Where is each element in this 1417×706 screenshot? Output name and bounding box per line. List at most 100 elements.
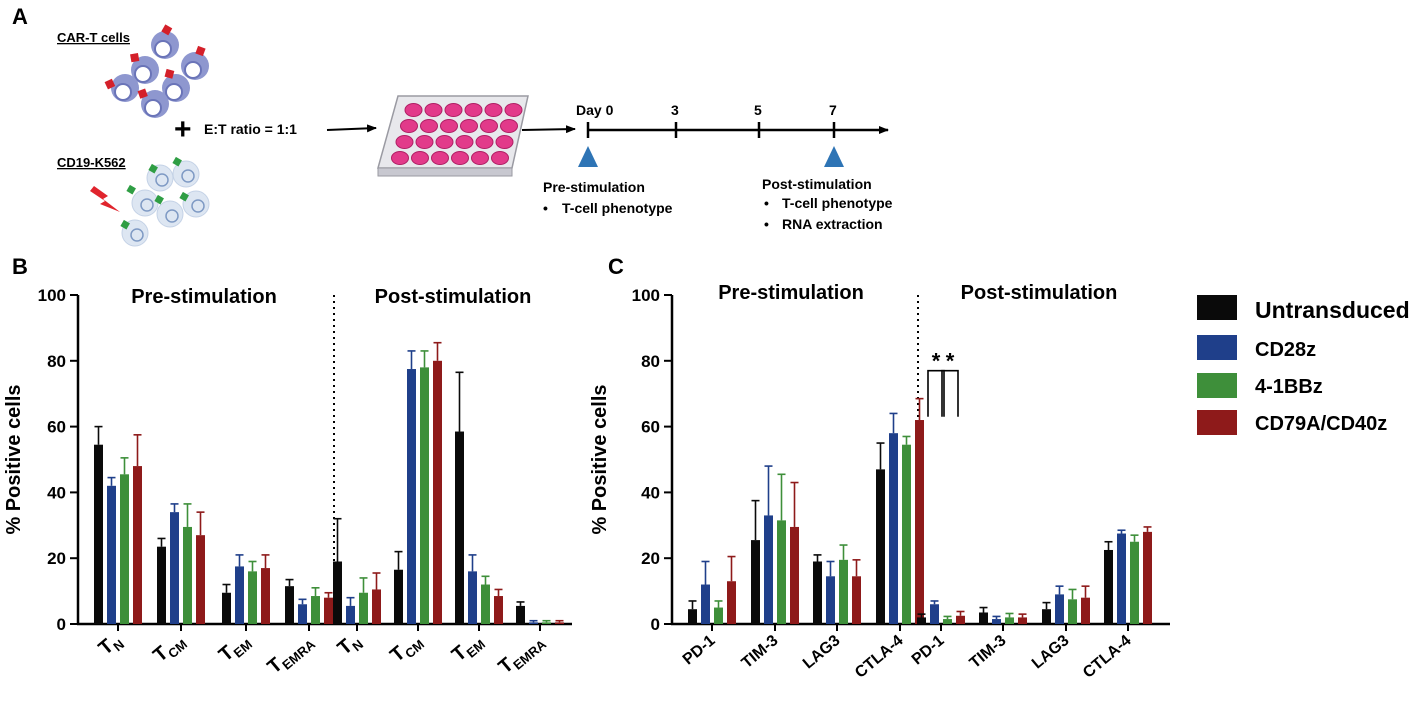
bar-cd79a-cd40z	[956, 615, 965, 624]
panel-c-label: C	[608, 254, 624, 279]
post-stim-bullet-1: •	[764, 195, 769, 211]
x-tick-label: TEMRA	[494, 629, 549, 681]
bar-cd28z	[235, 566, 244, 624]
y-tick-label: 40	[47, 483, 66, 502]
car-t-cells-icon	[104, 24, 209, 118]
bar-4-1bbz	[183, 526, 192, 624]
plate-well	[400, 119, 418, 133]
plate-well	[475, 135, 494, 149]
bar-cd28z	[930, 604, 939, 624]
chart-c: 0 20 40 60 80 100 % Positive cells Pre-stimulat…	[589, 282, 1170, 682]
bar-4-1bbz	[1130, 541, 1139, 624]
plate-well	[491, 151, 509, 165]
bar-untransduced	[1042, 609, 1051, 624]
chart-b: 0 20 40 60 80 100 % Positive cells Pre-stimulat…	[3, 286, 572, 681]
bar-cd79a-cd40z	[494, 596, 503, 624]
x-tick-label: CTLA-4	[1080, 632, 1135, 682]
y-tick-label: 80	[641, 352, 660, 371]
significance-bracket	[941, 369, 959, 417]
bar-4-1bbz	[943, 619, 952, 624]
bar-cd79a-cd40z	[1143, 531, 1152, 624]
panel-a: A CAR-T cells + E:T ratio = 1:1 CD19-K56…	[12, 4, 893, 247]
x-tick-label: TEM	[448, 629, 488, 669]
y-tick-label: 100	[38, 286, 66, 305]
bar-cd28z	[992, 619, 1001, 624]
bar-untransduced	[751, 540, 760, 624]
bar-cd79a-cd40z	[915, 420, 924, 624]
bar-untransduced	[157, 546, 166, 624]
target-label: CD19-K562	[57, 155, 126, 170]
x-tick-label: TCM	[386, 629, 427, 669]
y-tick-label: 20	[641, 549, 660, 568]
post-stim-bullet-2: •	[764, 216, 769, 232]
bar-cd79a-cd40z	[1081, 597, 1090, 624]
bar-4-1bbz	[714, 607, 723, 624]
bar-cd28z	[346, 605, 355, 624]
significance-star: *	[946, 349, 955, 374]
x-tick-label: PD-1	[909, 632, 948, 669]
significance-star: *	[932, 349, 941, 374]
bar-cd79a-cd40z	[852, 576, 861, 624]
section-title: Post-stimulation	[961, 282, 1118, 304]
bar-cd28z	[407, 369, 416, 624]
x-tick-label: LAG3	[800, 632, 844, 673]
section-title: Post-stimulation	[375, 286, 532, 308]
x-tick-label: TIM-3	[739, 632, 782, 672]
post-stim-title: Post-stimulation	[762, 176, 872, 192]
bar-4-1bbz	[481, 584, 490, 624]
significance-bracket	[927, 369, 945, 417]
y-tick-label: 60	[641, 418, 660, 437]
legend-label-cd79a-cd40z: CD79A/CD40z	[1255, 413, 1387, 435]
plate-well	[444, 103, 463, 117]
section-title: Pre-stimulation	[131, 286, 277, 308]
legend-swatch-cd28z	[1197, 335, 1237, 360]
bar-4-1bbz	[777, 520, 786, 624]
bar-cd79a-cd40z	[133, 466, 142, 624]
bar-cd28z	[889, 433, 898, 624]
bar-untransduced	[394, 569, 403, 624]
bar-4-1bbz	[248, 571, 257, 624]
legend-label-41bbz: 4-1BBz	[1255, 376, 1323, 398]
ratio-label: E:T ratio = 1:1	[204, 121, 297, 137]
bar-cd28z	[826, 576, 835, 624]
bar-4-1bbz	[542, 622, 551, 624]
legend-swatch-untransduced	[1197, 295, 1237, 320]
bar-cd79a-cd40z	[1018, 617, 1027, 624]
plate-well	[495, 135, 514, 149]
plate-well	[484, 103, 503, 117]
car-t-label: CAR-T cells	[57, 30, 130, 45]
culture-plate-icon	[377, 95, 529, 177]
bar-cd79a-cd40z	[433, 360, 442, 624]
plate-well	[500, 119, 518, 133]
plate-well	[435, 135, 454, 149]
timeline-label-7: 7	[829, 102, 837, 118]
bar-cd79a-cd40z	[324, 597, 333, 624]
x-tick-label: PD-1	[680, 632, 719, 669]
bar-untransduced	[876, 469, 885, 624]
y-tick-label: 40	[641, 483, 660, 502]
bar-cd28z	[298, 604, 307, 624]
legend-label-untransduced: Untransduced	[1255, 297, 1410, 323]
bar-cd79a-cd40z	[372, 589, 381, 624]
bar-cd28z	[764, 515, 773, 624]
bar-untransduced	[917, 617, 926, 624]
bar-4-1bbz	[902, 444, 911, 624]
y-axis-label: % Positive cells	[3, 384, 25, 534]
bar-4-1bbz	[120, 474, 129, 624]
plate-well	[480, 119, 498, 133]
plate-arrow	[521, 125, 576, 134]
bar-untransduced	[979, 612, 988, 624]
pre-stim-title: Pre-stimulation	[543, 179, 645, 195]
bar-4-1bbz	[359, 592, 368, 624]
legend: Untransduced CD28z 4-1BBz CD79A/CD40z	[1197, 295, 1410, 435]
section-title: Pre-stimulation	[718, 282, 864, 304]
bar-cd79a-cd40z	[790, 526, 799, 624]
legend-swatch-41bbz	[1197, 373, 1237, 398]
timeline-label-day0: Day 0	[576, 102, 614, 118]
x-tick-label: TEM	[215, 629, 255, 669]
x-tick-label: CTLA-4	[852, 632, 907, 682]
panel-b-label: B	[12, 254, 28, 279]
bar-4-1bbz	[311, 596, 320, 624]
y-tick-label: 0	[57, 615, 66, 634]
post-stim-item-2: RNA extraction	[782, 216, 883, 232]
